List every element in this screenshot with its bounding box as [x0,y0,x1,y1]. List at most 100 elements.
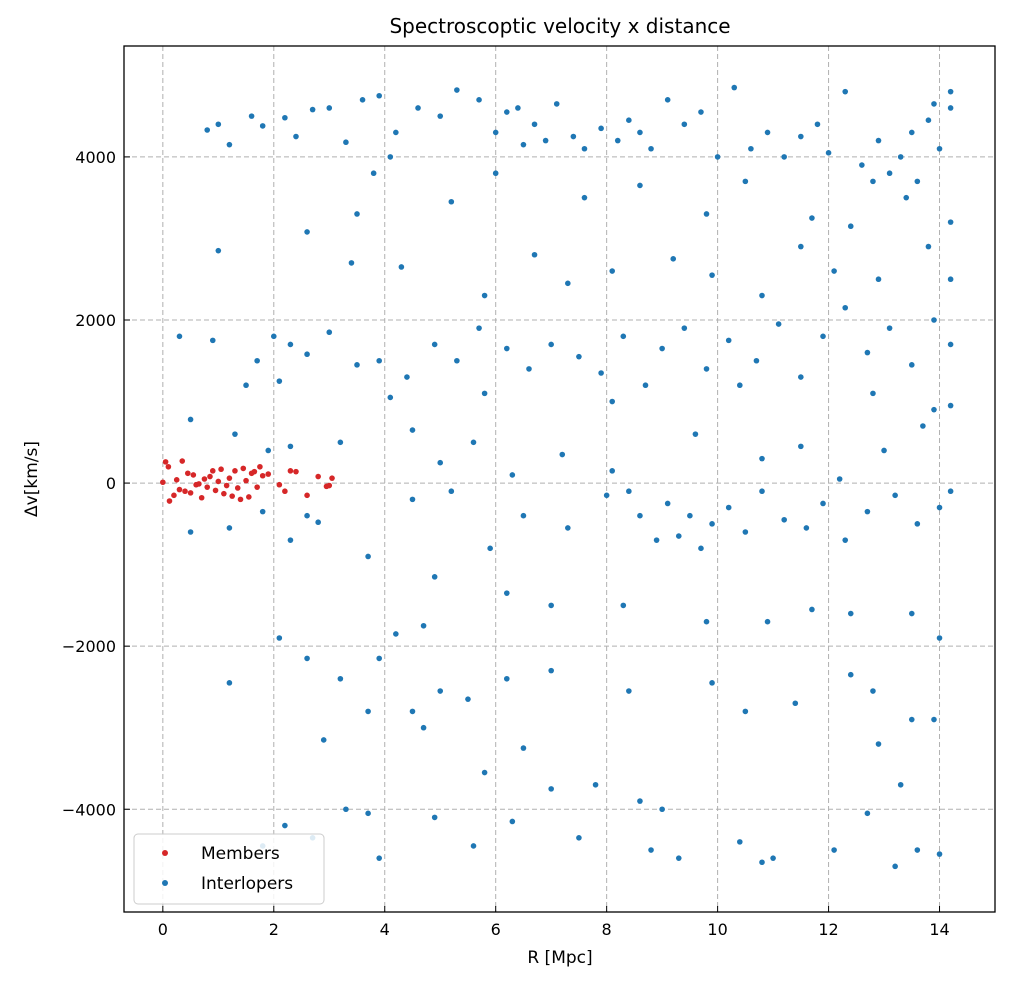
interlopers-point [681,121,688,128]
interlopers-point [737,839,743,845]
interlopers-point [947,219,954,225]
interlopers-point [687,512,693,519]
interlopers-point [476,325,482,331]
interlopers-point [365,810,371,817]
interlopers-point [681,325,688,331]
interlopers-point [714,154,721,160]
members-point [326,482,333,489]
interlopers-point [376,655,382,662]
interlopers-point [548,786,554,792]
interlopers-point [326,105,333,111]
points [160,84,954,870]
interlopers-point [531,251,538,258]
interlopers-point [864,349,871,356]
legend-marker-members [162,850,168,856]
interlopers-point [520,141,527,148]
members-point [221,490,227,497]
interlopers-point [936,145,943,152]
interlopers-point [431,574,438,580]
interlopers-point [503,675,510,682]
interlopers-point [614,137,621,144]
interlopers-point [692,431,699,437]
grid [124,46,995,912]
interlopers-point [232,431,238,437]
members-point [207,473,213,480]
interlopers-point [737,382,743,389]
legend-label-interlopers: Interlopers [201,874,293,894]
interlopers-point [454,357,460,364]
interlopers-point [659,345,665,352]
members-point [198,494,205,501]
interlopers-point [487,545,493,552]
y-tick-label: −2000 [62,637,116,656]
interlopers-point [798,133,804,140]
interlopers-point [581,194,588,201]
interlopers-point [431,814,438,821]
interlopers-point [759,859,765,866]
interlopers-point [875,276,882,283]
interlopers-point [187,416,194,423]
interlopers-point [798,243,804,250]
members-point [287,468,294,474]
interlopers-point [343,806,349,813]
interlopers-point [276,378,283,384]
interlopers-point [226,141,233,148]
interlopers-point [387,394,394,401]
members-point [223,482,230,489]
interlopers-point [742,178,749,185]
interlopers-point [698,545,704,552]
interlopers-point [254,357,260,364]
y-tick-label: 2000 [75,311,116,330]
interlopers-point [897,781,904,788]
interlopers-point [925,117,932,124]
interlopers-point [326,329,333,336]
members-point [165,463,172,470]
interlopers-point [847,223,854,230]
x-tick-label: 12 [818,920,838,939]
interlopers-point [897,154,904,160]
interlopers-point [781,516,787,523]
members-point [304,492,310,499]
interlopers-point [470,843,477,849]
interlopers-point [509,818,516,825]
interlopers-point [304,229,310,235]
members-point [251,468,258,475]
interlopers-point [670,256,677,262]
interlopers-point [304,655,310,662]
interlopers-point [409,427,416,433]
interlopers-point [637,182,643,189]
interlopers-point [603,492,610,499]
interlopers-point [637,129,643,136]
interlopers-point [725,337,732,344]
legend-label-members: Members [201,844,280,864]
interlopers-point [354,362,360,368]
interlopers-point [282,114,288,121]
interlopers-point [842,304,849,311]
members-point [276,481,283,488]
interlopers-point [437,459,444,466]
interlopers-point [798,374,804,380]
x-tick-label: 10 [707,920,727,939]
members-point [282,488,288,495]
interlopers-point [581,145,588,152]
interlopers-point [370,170,377,177]
interlopers-point [809,606,815,613]
legend-marker-interlopers [162,880,168,886]
interlopers-point [908,362,915,368]
members-point [232,468,238,474]
interlopers-point [503,345,510,352]
interlopers-point [215,247,222,254]
y-tick-label: 0 [106,474,116,493]
interlopers-point [204,127,211,133]
interlopers-point [309,106,316,113]
interlopers-point [576,834,582,841]
interlopers-point [515,105,521,111]
interlopers-point [437,688,444,694]
members-point [215,478,222,485]
interlopers-point [648,847,654,853]
members-point [243,477,249,484]
interlopers-point [570,133,577,140]
interlopers-point [908,610,915,617]
x-tick-label: 4 [380,920,390,939]
